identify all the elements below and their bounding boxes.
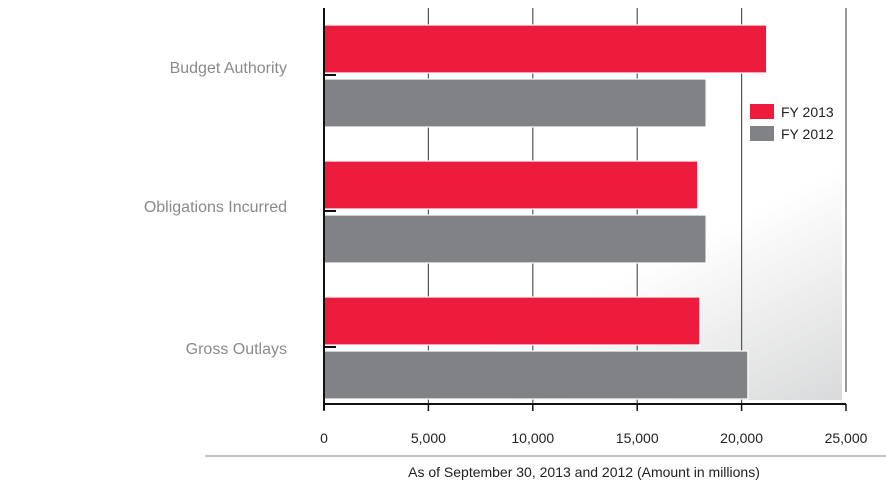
- tick-label-1: 5,000: [411, 430, 446, 446]
- legend-label-1: FY 2012: [781, 126, 834, 142]
- tick-label-5: 25,000: [825, 430, 868, 446]
- tick-label-3: 15,000: [616, 430, 659, 446]
- bar-2-0: [323, 296, 701, 346]
- legend-label-0: FY 2013: [781, 104, 834, 120]
- legend-swatch-1: [750, 126, 774, 141]
- bar-2-1: [323, 350, 749, 400]
- tick-label-0: 0: [320, 430, 328, 446]
- category-labels: Budget Authority Obligations Incurred Gros…: [144, 60, 287, 358]
- tick-label-4: 20,000: [720, 430, 763, 446]
- bar-1-0: [323, 160, 699, 210]
- category-label-2: Gross Outlays: [186, 341, 287, 358]
- x-axis-caption: As of September 30, 2013 and 2012 (Amoun…: [408, 464, 760, 480]
- bar-0-0: [323, 24, 768, 74]
- legend-swatch-0: [750, 104, 774, 119]
- bar-0-1: [323, 78, 707, 128]
- axis: [323, 8, 847, 411]
- category-label-0: Budget Authority: [170, 60, 287, 77]
- category-label-1: Obligations Incurred: [144, 199, 287, 216]
- legend: FY 2013 FY 2012: [750, 104, 834, 142]
- tick-label-2: 10,000: [511, 430, 554, 446]
- bars: [323, 24, 768, 400]
- bar-1-1: [323, 214, 707, 264]
- tick-labels: 0 5,000 10,000 15,000 20,000 25,000: [320, 430, 868, 446]
